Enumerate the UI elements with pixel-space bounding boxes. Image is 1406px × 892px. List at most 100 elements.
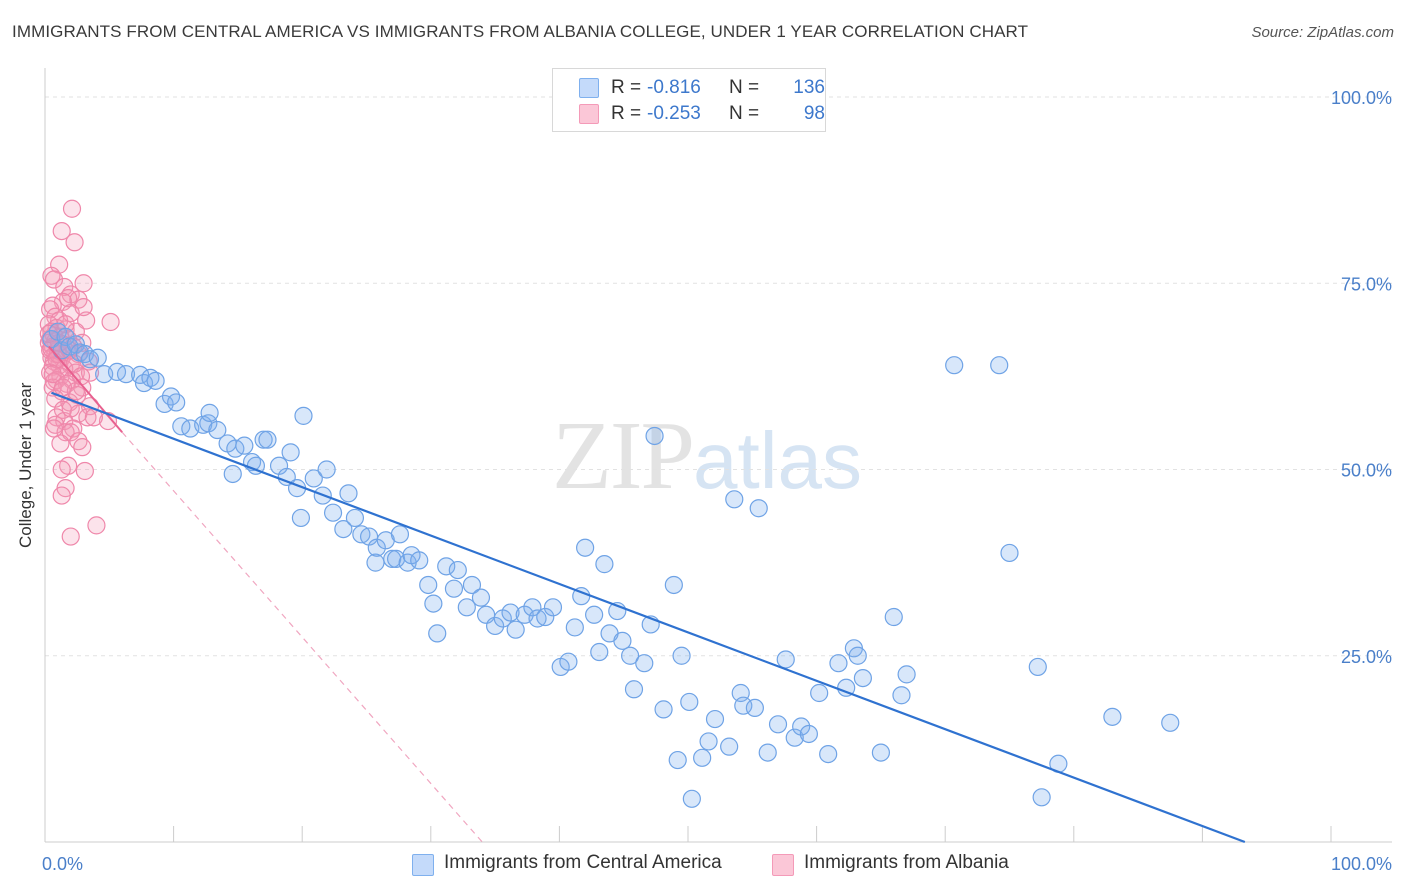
axes (44, 68, 1392, 843)
data-point-central-america (155, 394, 174, 414)
data-point-central-america (590, 642, 609, 662)
data-point-central-america (990, 356, 1009, 375)
data-point-central-america (223, 464, 242, 484)
data-point-central-america (1028, 657, 1047, 677)
data-point-central-america (323, 503, 343, 522)
data-point-central-america (80, 350, 100, 369)
data-point-central-america (424, 594, 443, 613)
data-point-central-america (141, 368, 160, 387)
data-point-central-america (749, 499, 768, 518)
data-point-central-america (304, 469, 323, 488)
data-point-central-america (664, 575, 683, 595)
data-point-albania (80, 363, 100, 382)
legend-r-label: R = (611, 103, 642, 124)
data-point-central-america (595, 555, 614, 574)
legend-n-label: N = (729, 77, 760, 98)
data-point-central-america (699, 732, 718, 751)
data-point-central-america (428, 624, 447, 643)
source-credit: Source: ZipAtlas.com (1251, 24, 1394, 41)
chart-title: IMMIGRANTS FROM CENTRAL AMERICA VS IMMIG… (12, 22, 1029, 41)
data-point-central-america (457, 598, 476, 617)
data-point-central-america (705, 709, 725, 729)
x-tick-label-max: 100.0% (1331, 854, 1392, 874)
data-point-albania (75, 461, 94, 481)
data-point-central-america (419, 575, 438, 595)
data-point-albania (74, 297, 93, 317)
bottom-legend-label: Immigrants from Albania (804, 852, 1009, 873)
data-point-central-america (559, 652, 578, 671)
zipatlas-watermark: ZIPatlas (552, 400, 862, 512)
data-point-central-america (88, 348, 107, 367)
data-point-central-america (146, 371, 165, 390)
y-tick-label: 75.0% (1341, 274, 1392, 294)
x-tick-label-min: 0.0% (42, 854, 83, 874)
data-point-central-america (621, 646, 640, 665)
data-point-central-america (829, 654, 848, 673)
data-point-central-america (1103, 707, 1122, 726)
trend-lines (48, 345, 1246, 844)
data-point-central-america (543, 598, 563, 617)
data-point-central-america (734, 696, 753, 715)
data-point-central-america (871, 743, 891, 762)
data-point-central-america (613, 631, 632, 650)
data-point-central-america (448, 560, 467, 580)
legend-row-central-america: R = -0.816 N = 136 (579, 76, 829, 100)
data-point-albania (56, 315, 75, 334)
legend-n-value: 136 (793, 77, 825, 98)
data-point-albania (47, 350, 66, 369)
data-point-central-america (56, 327, 75, 346)
data-point-central-america (437, 557, 456, 576)
bottom-legend-swatch-pink (772, 854, 794, 876)
data-point-albania (55, 277, 74, 297)
data-point-central-america (693, 748, 712, 767)
data-point-central-america (277, 467, 296, 487)
data-point-central-america (585, 605, 604, 624)
y-tick-label: 25.0% (1341, 647, 1392, 667)
data-point-central-america (945, 356, 964, 375)
data-point-central-america (758, 743, 777, 762)
data-point-central-america (565, 618, 584, 637)
data-point-central-america (654, 700, 673, 719)
data-point-central-america (645, 426, 664, 446)
data-point-central-america (624, 680, 644, 699)
data-point-central-america (635, 654, 654, 673)
gridlines (45, 96, 1392, 657)
data-point-central-america (884, 607, 903, 627)
data-point-central-america (291, 508, 311, 528)
data-point-central-america (294, 406, 313, 425)
data-point-central-america (501, 603, 520, 622)
data-point-central-america (167, 393, 186, 412)
data-point-central-america (317, 460, 336, 479)
data-point-albania (74, 274, 93, 293)
data-point-central-america (768, 715, 788, 734)
bottom-legend-label: Immigrants from Central America (444, 852, 722, 873)
data-point-central-america (235, 436, 254, 455)
data-point-central-america (725, 490, 744, 509)
data-point-central-america (785, 728, 804, 747)
trend-line-albania-extended (121, 431, 483, 843)
data-point-central-america (471, 588, 491, 607)
data-point-central-america (486, 616, 505, 636)
legend-n-value: 98 (803, 103, 825, 124)
y-tick-label: 50.0% (1341, 461, 1392, 481)
y-tick-label: 100.0% (1331, 88, 1392, 108)
data-point-central-america (745, 698, 764, 718)
data-point-central-america (208, 420, 227, 440)
data-point-central-america (680, 692, 699, 712)
data-point-central-america (853, 668, 872, 688)
legend-swatch-pink (579, 104, 599, 124)
data-point-central-america (281, 443, 300, 462)
data-point-central-america (410, 551, 429, 570)
data-point-central-america (536, 607, 555, 627)
legend-r-value: -0.253 (647, 103, 701, 124)
data-point-central-america (1032, 788, 1051, 807)
data-point-albania (43, 365, 62, 384)
data-point-central-america (334, 519, 353, 539)
data-point-albania (65, 233, 84, 252)
data-point-central-america (390, 525, 410, 544)
data-point-central-america (506, 620, 525, 639)
data-point-albania (44, 270, 64, 289)
data-point-central-america (523, 598, 542, 617)
data-point-central-america (200, 403, 219, 422)
